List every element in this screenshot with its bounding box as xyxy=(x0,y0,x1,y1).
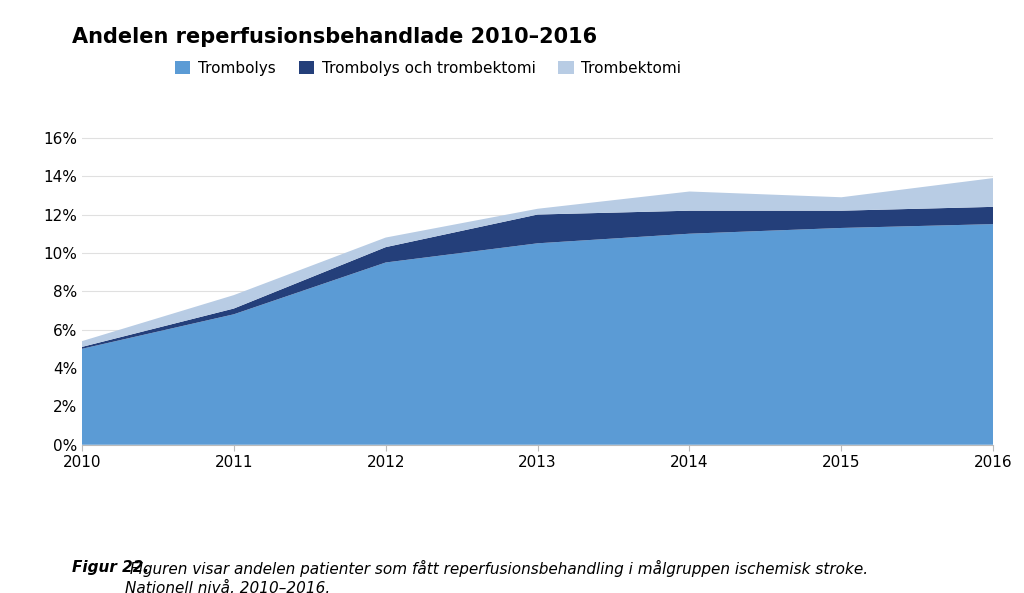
Text: Figur 22.: Figur 22. xyxy=(72,560,148,575)
Text: Figuren visar andelen patienter som fått reperfusionsbehandling i målgruppen isc: Figuren visar andelen patienter som fått… xyxy=(125,560,868,593)
Text: Andelen reperfusionsbehandlade 2010–2016: Andelen reperfusionsbehandlade 2010–2016 xyxy=(72,27,597,47)
Legend: Trombolys, Trombolys och trombektomi, Trombektomi: Trombolys, Trombolys och trombektomi, Tr… xyxy=(169,55,687,82)
